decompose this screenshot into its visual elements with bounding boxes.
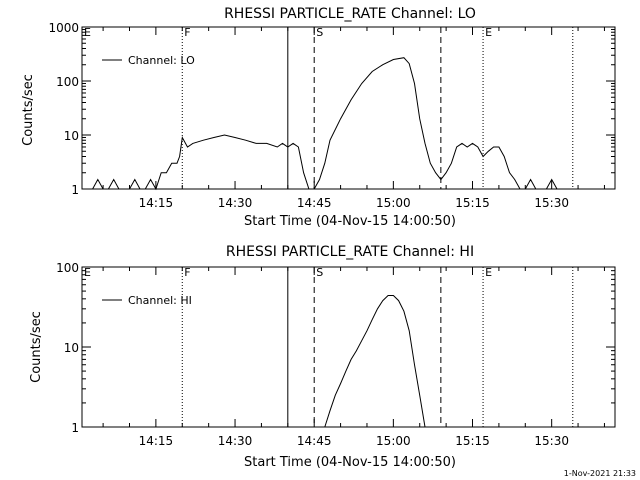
legend-entry: Channel: LO [128, 54, 195, 67]
panel-hi: RHESSI PARTICLE_RATE Channel: HI Start T… [29, 244, 616, 470]
marker-label: F [184, 266, 190, 279]
chart-title: RHESSI PARTICLE_RATE Channel: LO [224, 6, 476, 22]
panel-lo: RHESSI PARTICLE_RATE Channel: LO Start T… [21, 6, 616, 229]
series-line [324, 295, 426, 428]
x-tick-label: 14:30 [218, 196, 253, 210]
plot-frame [81, 266, 616, 428]
x-tick-label: 15:00 [376, 196, 411, 210]
x-tick-label: 15:30 [534, 434, 569, 448]
y-tick-label: 100 [56, 75, 79, 89]
x-tick-label: 14:15 [139, 196, 174, 210]
x-axis-label: Start Time (04-Nov-15 14:00:50) [244, 214, 456, 229]
x-tick-label: 14:45 [297, 434, 332, 448]
chart-title: RHESSI PARTICLE_RATE Channel: HI [226, 244, 474, 260]
x-axis-label: Start Time (04-Nov-15 14:00:50) [244, 455, 456, 470]
x-tick-label: 15:00 [376, 434, 411, 448]
y-tick-label: 10 [64, 129, 79, 143]
y-axis-label: Counts/sec [29, 311, 44, 383]
y-tick-label: 1 [71, 421, 79, 435]
y-tick-label: 10 [64, 341, 79, 355]
marker-label: S [316, 26, 323, 39]
series-line [92, 57, 568, 191]
plot-frame [81, 26, 616, 190]
plot-area: 14:15 14:30 14:45 15:00 15:15 15:30 1 10 100 1000… [48, 21, 616, 210]
y-tick-label: 1000 [48, 21, 79, 35]
y-tick-label: 100 [56, 261, 79, 275]
marker-label: E [485, 266, 492, 279]
marker-label: E [84, 26, 91, 39]
x-tick-label: 14:30 [218, 434, 253, 448]
marker-label: F [184, 26, 190, 39]
footer-timestamp: 1-Nov-2021 21:33 [564, 469, 636, 478]
x-tick-label: 14:45 [297, 196, 332, 210]
x-tick-label: 15:15 [455, 434, 490, 448]
legend-entry: Channel: HI [128, 294, 192, 307]
y-tick-label: 1 [71, 183, 79, 197]
plot-area: 14:15 14:30 14:45 15:00 15:15 15:30 1 10 100 E F S E… [56, 261, 616, 448]
marker-label: S [316, 266, 323, 279]
x-tick-label: 14:15 [139, 434, 174, 448]
y-axis-label: Counts/sec [21, 74, 36, 146]
marker-label: E [485, 26, 492, 39]
x-tick-label: 15:30 [534, 196, 569, 210]
marker-label: E [84, 266, 91, 279]
x-tick-label: 15:15 [455, 196, 490, 210]
